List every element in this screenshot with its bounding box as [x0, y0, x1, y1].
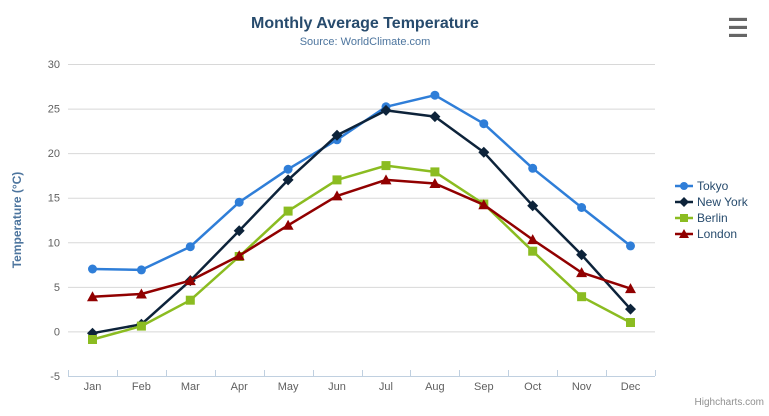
legend-marker-square-icon: [675, 214, 693, 222]
hamburger-icon: [729, 33, 747, 37]
x-axis-label: Mar: [181, 381, 200, 393]
series-line-new-york[interactable]: [91, 109, 632, 335]
y-axis: -5 0 5 10 15 20 25 30 Temperature (°C): [10, 59, 655, 383]
x-axis-label: Dec: [621, 381, 641, 393]
legend-label: Berlin: [697, 211, 728, 225]
y-axis-label: 25: [48, 104, 60, 116]
series-line-berlin[interactable]: [91, 164, 632, 341]
series-line-london[interactable]: [91, 178, 632, 298]
legend-label: New York: [697, 195, 748, 209]
chart-title: Monthly Average Temperature: [251, 15, 479, 32]
x-axis-label: Jan: [84, 381, 102, 393]
legend-item-berlin[interactable]: Berlin: [675, 210, 748, 226]
x-axis-label: Jul: [379, 381, 393, 393]
x-axis-label: Sep: [474, 381, 494, 393]
legend-item-tokyo[interactable]: Tokyo: [675, 178, 748, 194]
x-axis-label: Nov: [572, 381, 592, 393]
y-axis-label: 30: [48, 59, 60, 71]
x-axis-label: Aug: [425, 381, 445, 393]
y-axis-label: 5: [54, 282, 60, 294]
legend: Tokyo New York Berlin London: [675, 178, 748, 242]
legend-marker-circle-icon: [675, 182, 693, 190]
legend-item-new-york[interactable]: New York: [675, 194, 748, 210]
legend-label: Tokyo: [697, 179, 729, 193]
y-axis-label: 10: [48, 237, 60, 249]
x-axis-label: Apr: [231, 381, 248, 393]
credits-link[interactable]: Highcharts.com: [694, 397, 764, 408]
series-line-tokyo[interactable]: [91, 93, 632, 272]
legend-item-london[interactable]: London: [675, 226, 748, 242]
y-axis-title: Temperature (°C): [10, 172, 24, 269]
x-axis-label: May: [278, 381, 299, 393]
chart-subtitle: Source: WorldClimate.com: [299, 36, 431, 48]
hamburger-icon: [729, 17, 747, 21]
hamburger-icon: [729, 25, 747, 29]
y-axis-label: 20: [48, 148, 60, 160]
x-axis-label: Jun: [328, 381, 346, 393]
y-axis-label: -5: [50, 371, 60, 383]
series-tokyo[interactable]: [88, 90, 635, 275]
legend-label: London: [697, 227, 738, 241]
context-menu-button[interactable]: [729, 16, 749, 37]
x-axis-label: Oct: [524, 381, 541, 393]
y-axis-label: 0: [54, 326, 60, 338]
legend-marker-diamond-icon: [675, 197, 693, 207]
x-axis-label: Feb: [132, 381, 151, 393]
y-axis-label: 15: [48, 193, 60, 205]
series-new-york[interactable]: [87, 104, 636, 339]
legend-marker-triangle-icon: [675, 229, 693, 238]
series-london[interactable]: [87, 174, 636, 302]
x-axis: Jan Feb Mar Apr May Jun Jul Aug Sep Oct Nov Dec: [68, 370, 656, 393]
